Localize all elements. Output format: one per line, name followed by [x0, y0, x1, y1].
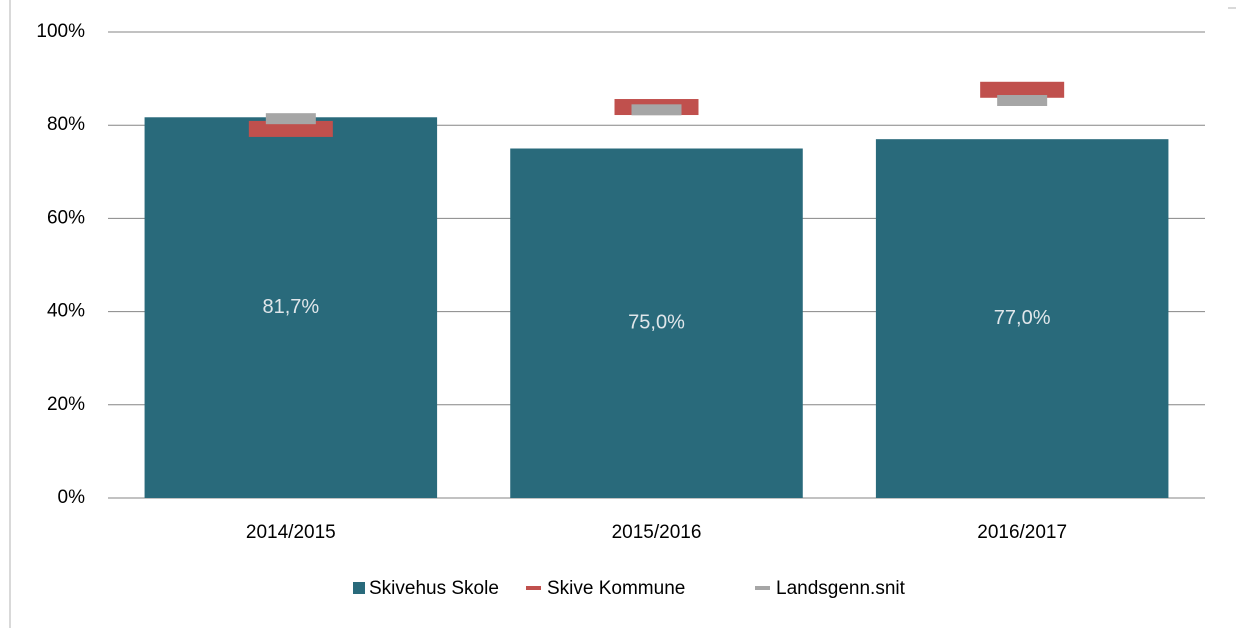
- y-tick-label: 40%: [47, 301, 85, 322]
- marker: [248, 120, 333, 137]
- y-tick-label: 100%: [36, 21, 85, 42]
- legend-label: Landsgenn.snit: [776, 578, 906, 599]
- legend-swatch: [526, 586, 541, 590]
- bar: [144, 117, 438, 498]
- marker: [265, 113, 316, 125]
- marker: [980, 81, 1065, 98]
- bar: [875, 139, 1169, 498]
- x-tick-label: 2016/2017: [977, 522, 1067, 543]
- legend-swatch: [353, 582, 365, 594]
- marker: [631, 104, 682, 116]
- y-tick-label: 80%: [47, 114, 85, 135]
- y-tick-label: 20%: [47, 394, 85, 415]
- value-label: 75,0%: [628, 312, 685, 334]
- x-tick-label: 2015/2016: [612, 522, 702, 543]
- y-tick-label: 0%: [58, 487, 86, 508]
- value-label: 81,7%: [262, 296, 319, 318]
- x-tick-label: 2014/2015: [246, 522, 336, 543]
- y-tick-label: 60%: [47, 207, 85, 228]
- legend-label: Skivehus Skole: [369, 578, 499, 599]
- value-label: 77,0%: [994, 307, 1051, 329]
- marker: [997, 95, 1048, 107]
- legend-label: Skive Kommune: [547, 578, 685, 599]
- legend-swatch: [755, 586, 770, 590]
- bar: [510, 148, 803, 498]
